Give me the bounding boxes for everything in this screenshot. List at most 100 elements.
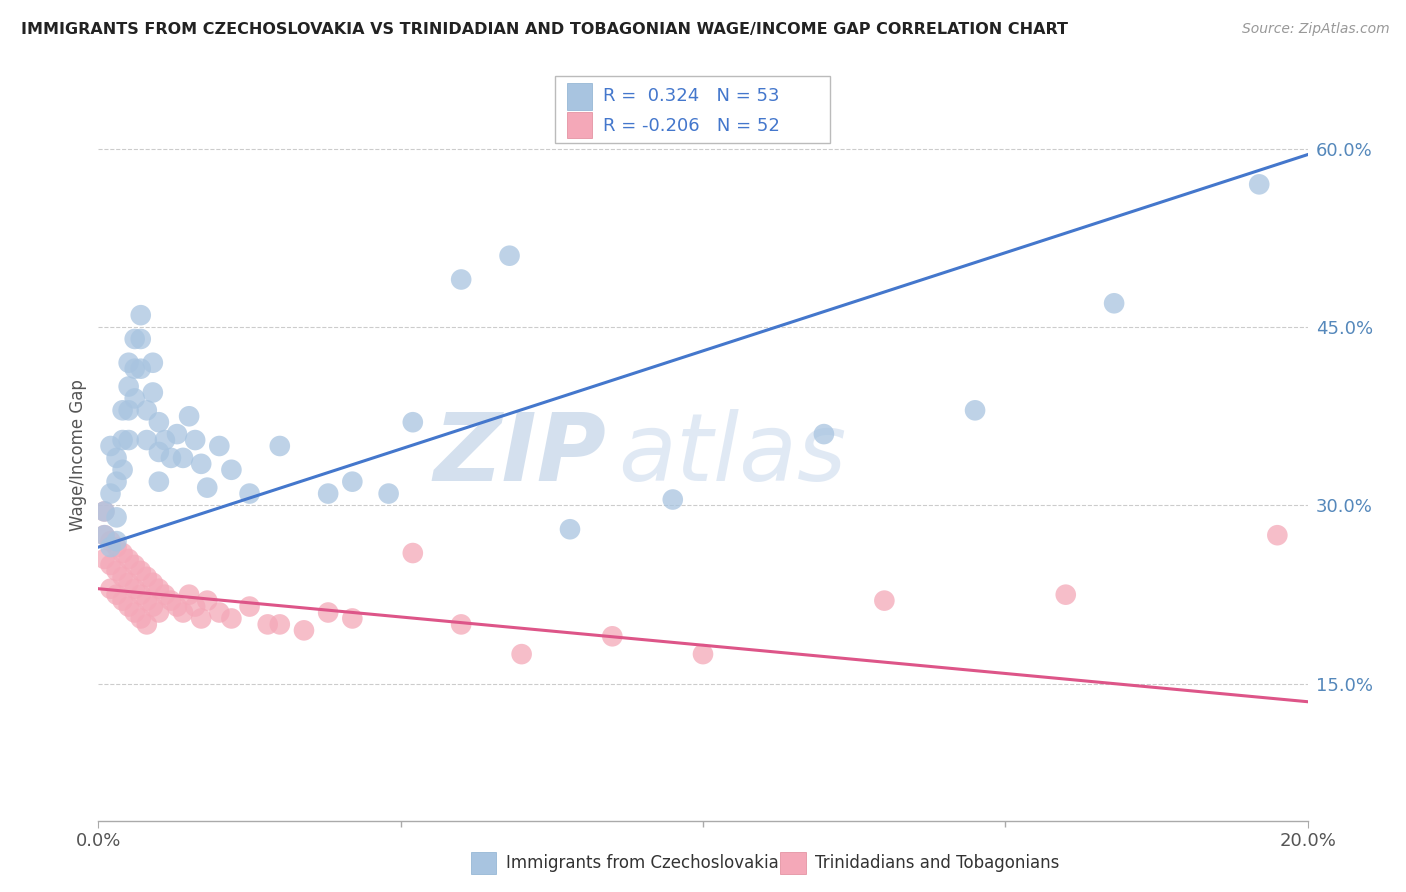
Point	[239, 599, 262, 614]
Point	[118, 575, 141, 590]
Text: Immigrants from Czechoslovakia: Immigrants from Czechoslovakia	[506, 854, 779, 871]
Point	[1054, 588, 1077, 602]
Point	[142, 599, 165, 614]
Point	[135, 617, 157, 632]
Point	[239, 486, 262, 500]
Text: Trinidadians and Tobagonians: Trinidadians and Tobagonians	[815, 854, 1060, 871]
Point	[148, 445, 170, 459]
Text: Source: ZipAtlas.com: Source: ZipAtlas.com	[1241, 22, 1389, 37]
Text: R = -0.206   N = 52: R = -0.206 N = 52	[603, 117, 780, 135]
Y-axis label: Wage/Income Gap: Wage/Income Gap	[69, 379, 87, 531]
Point	[135, 593, 157, 607]
Point	[100, 540, 122, 554]
Point	[450, 617, 472, 632]
Point	[111, 433, 134, 447]
Point	[208, 606, 231, 620]
Point	[105, 450, 128, 465]
Point	[153, 588, 176, 602]
Point	[111, 403, 134, 417]
Point	[135, 570, 157, 584]
Point	[292, 624, 315, 638]
Point	[1267, 528, 1289, 542]
Point	[316, 606, 339, 620]
Point	[221, 463, 243, 477]
Point	[129, 308, 152, 322]
Point	[111, 463, 134, 477]
Point	[118, 599, 141, 614]
Point	[498, 249, 520, 263]
Point	[129, 332, 152, 346]
Point	[160, 593, 183, 607]
Point	[269, 617, 291, 632]
Point	[221, 611, 243, 625]
Point	[100, 534, 122, 549]
Point	[402, 415, 425, 429]
Point	[558, 522, 581, 536]
Point	[190, 457, 212, 471]
Point	[166, 599, 188, 614]
Point	[1102, 296, 1125, 310]
Text: ZIP: ZIP	[433, 409, 606, 501]
Point	[100, 582, 122, 596]
Point	[1249, 178, 1271, 192]
Point	[602, 629, 624, 643]
Point	[402, 546, 425, 560]
Point	[190, 611, 212, 625]
Point	[148, 475, 170, 489]
Point	[135, 433, 157, 447]
Point	[105, 564, 128, 578]
Point	[93, 504, 115, 518]
Point	[93, 552, 115, 566]
Point	[105, 588, 128, 602]
Point	[129, 611, 152, 625]
Point	[160, 450, 183, 465]
Point	[124, 582, 146, 596]
Point	[105, 510, 128, 524]
Point	[93, 528, 115, 542]
Point	[142, 385, 165, 400]
Point	[129, 564, 152, 578]
Point	[124, 332, 146, 346]
Point	[105, 534, 128, 549]
Point	[873, 593, 896, 607]
Point	[179, 409, 201, 424]
Point	[208, 439, 231, 453]
Point	[172, 606, 194, 620]
Point	[124, 558, 146, 572]
Point	[377, 486, 399, 500]
Point	[342, 611, 364, 625]
Point	[450, 272, 472, 286]
Point	[124, 606, 146, 620]
Point	[179, 588, 201, 602]
Point	[510, 647, 533, 661]
Point	[316, 486, 339, 500]
Point	[105, 475, 128, 489]
Point	[166, 427, 188, 442]
Point	[142, 356, 165, 370]
Point	[118, 403, 141, 417]
Point	[111, 593, 134, 607]
Point	[142, 575, 165, 590]
Point	[105, 540, 128, 554]
Point	[148, 606, 170, 620]
Point	[111, 546, 134, 560]
Point	[965, 403, 987, 417]
Point	[342, 475, 364, 489]
Point	[129, 361, 152, 376]
Point	[93, 504, 115, 518]
Point	[148, 415, 170, 429]
Point	[124, 361, 146, 376]
Point	[195, 481, 218, 495]
Point	[93, 528, 115, 542]
Point	[124, 392, 146, 406]
Point	[100, 439, 122, 453]
Point	[100, 558, 122, 572]
Point	[129, 588, 152, 602]
Point	[184, 599, 207, 614]
Point	[111, 570, 134, 584]
Point	[118, 433, 141, 447]
Point	[813, 427, 835, 442]
Point	[269, 439, 291, 453]
Point	[118, 379, 141, 393]
Point	[256, 617, 278, 632]
